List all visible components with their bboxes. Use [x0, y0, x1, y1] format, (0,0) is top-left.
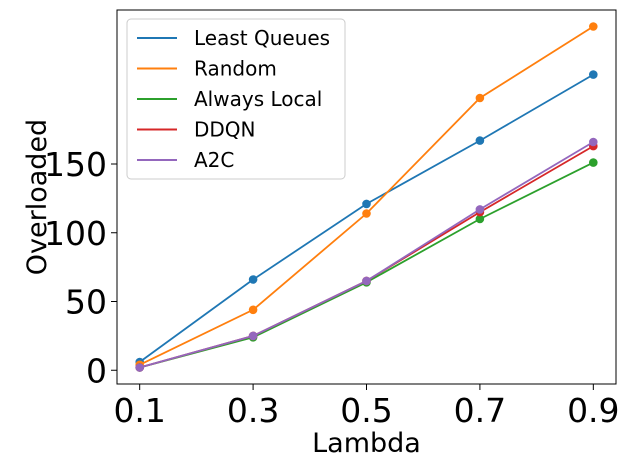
data-point-least-queues	[362, 199, 371, 209]
series-a2c	[135, 137, 598, 372]
data-point-random	[362, 209, 371, 218]
data-point-random	[589, 22, 598, 31]
data-point-always-local	[475, 214, 485, 224]
data-point-a2c	[589, 137, 598, 147]
legend-item-ddqn: DDQN	[137, 118, 256, 142]
legend-item-least-queues: Least Queues	[137, 26, 330, 50]
legend-item-random: Random	[137, 57, 277, 81]
y-tick-label: 0	[86, 351, 107, 390]
data-point-a2c	[135, 363, 144, 372]
y-axis-ticks: 0 50 100 150	[44, 145, 117, 390]
data-point-a2c	[248, 331, 258, 341]
legend-label: A2C	[194, 148, 234, 172]
y-tick-label: 50	[65, 283, 107, 322]
legend-item-always-local: Always Local	[137, 87, 322, 111]
y-tick-label: 100	[44, 214, 107, 253]
legend-box	[126, 18, 346, 180]
legend-item-a2c: A2C	[137, 148, 234, 172]
x-tick-label: 0.5	[340, 391, 392, 430]
x-tick-label: 0.1	[113, 391, 165, 430]
series-always-local	[135, 158, 598, 372]
data-point-random	[475, 93, 485, 103]
legend-label: Always Local	[194, 87, 322, 111]
legend: Least Queues Random Always Local DDQN A2C	[126, 18, 346, 180]
series-line-always-local	[139, 161, 594, 369]
x-tick-label: 0.3	[227, 391, 279, 430]
data-point-a2c	[475, 205, 485, 214]
legend-label: Least Queues	[194, 26, 330, 50]
data-point-least-queues	[475, 136, 485, 145]
legend-label: Random	[194, 57, 277, 81]
y-tick-label: 150	[44, 145, 107, 184]
data-point-random	[248, 305, 258, 315]
x-tick-label: 0.9	[567, 391, 619, 430]
data-point-a2c	[362, 276, 371, 286]
x-axis-ticks: 0.1 0.3 0.5 0.7 0.9	[113, 384, 620, 430]
series-least-queues	[135, 70, 598, 367]
data-point-least-queues	[248, 275, 258, 284]
data-point-least-queues	[589, 70, 598, 79]
x-tick-label: 0.7	[454, 391, 506, 430]
y-axis-label: Overloaded	[22, 119, 53, 275]
legend-label: DDQN	[194, 118, 256, 142]
series-layer	[135, 22, 598, 372]
x-axis-label: Lambda	[312, 428, 421, 459]
data-point-always-local	[589, 158, 598, 167]
